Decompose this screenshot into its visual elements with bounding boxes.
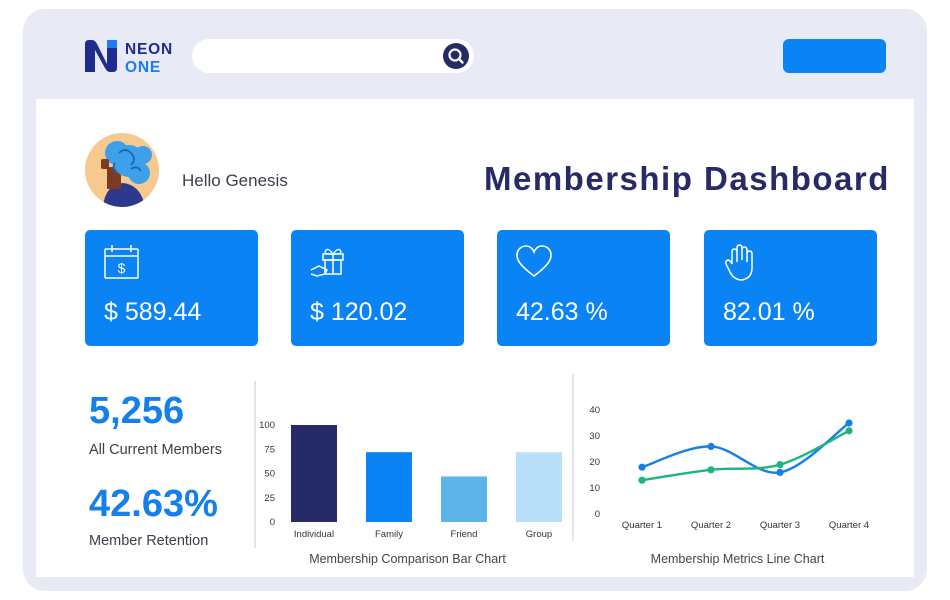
stat-value: $ 589.44	[104, 298, 202, 326]
logo-mark-icon	[85, 40, 117, 72]
retention-rate: 42.63%	[89, 483, 218, 525]
stat-card-revenue[interactable]: $ $ 589.44	[85, 230, 258, 346]
bar-family	[366, 452, 412, 522]
bar-y-tick-label: 25	[264, 493, 275, 504]
divider	[572, 374, 574, 541]
line-y-tick-label: 10	[589, 483, 600, 494]
members-label: All Current Members	[89, 442, 222, 458]
members-count: 5,256	[89, 390, 185, 432]
line-y-tick-label: 30	[589, 431, 600, 442]
calendar-dollar-icon: $	[104, 245, 139, 279]
bar-chart-title: Membership Comparison Bar Chart	[309, 552, 506, 566]
line-x-tick-label: Quarter 4	[829, 520, 869, 531]
avatar-illustration	[85, 133, 159, 207]
bar-x-tick-label: Friend	[451, 529, 478, 540]
bar-y-tick-label: 100	[259, 420, 275, 431]
line-chart: 0 10 20 30 40 Quarter 1 Quarter 2 Quarter 3 Quar…	[589, 405, 869, 531]
logo-wordmark: NEON ONE	[125, 41, 173, 77]
line-point-series-1	[776, 468, 784, 476]
search-bar[interactable]	[192, 39, 474, 73]
line-point-series-2	[776, 461, 784, 469]
divider	[254, 381, 256, 548]
bar-individual	[291, 425, 337, 522]
line-point-series-2	[707, 466, 715, 474]
heart-icon	[516, 245, 552, 278]
line-point-series-1	[707, 442, 715, 450]
search-button[interactable]	[443, 43, 469, 69]
line-x-tick-label: Quarter 1	[622, 520, 662, 531]
bar-y-tick-label: 50	[264, 469, 275, 480]
bar-group	[516, 452, 562, 522]
stat-value: 42.63 %	[516, 298, 608, 326]
stat-value: $ 120.02	[310, 298, 408, 326]
bar-y-tick-label: 75	[264, 444, 275, 455]
bar-x-tick-label: Family	[375, 529, 403, 540]
line-x-tick-label: Quarter 2	[691, 520, 731, 531]
line-y-tick-label: 40	[589, 405, 600, 416]
line-chart-title: Membership Metrics Line Chart	[650, 552, 825, 566]
line-series-1	[641, 422, 850, 474]
line-point-series-1	[845, 419, 853, 427]
svg-text:$: $	[118, 260, 126, 276]
bar-friend	[441, 476, 487, 522]
line-y-tick-label: 0	[595, 509, 600, 520]
page-title: Membership Dashboard	[484, 160, 890, 197]
retention-label: Member Retention	[89, 533, 209, 549]
line-x-tick-label: Quarter 3	[760, 520, 800, 531]
header-action-button[interactable]	[783, 39, 886, 73]
stat-card-volunteer[interactable]: 82.01 %	[704, 230, 877, 346]
hand-icon	[725, 244, 753, 281]
line-y-tick-label: 20	[589, 457, 600, 468]
gift-hand-icon	[310, 248, 344, 277]
user-greeting: Hello Genesis	[182, 171, 288, 190]
logo-line-1: NEON	[125, 41, 173, 58]
logo-line-2: ONE	[125, 59, 161, 76]
bar-chart: 0 25 50 75 100 Individual Family Friend Group	[259, 420, 562, 540]
line-point-series-1	[638, 463, 646, 471]
line-point-series-2	[845, 427, 853, 435]
stat-card-donations[interactable]: $ 120.02	[291, 230, 464, 346]
line-point-series-2	[638, 476, 646, 484]
neon-one-logo[interactable]: NEON ONE	[83, 38, 178, 78]
stat-card-engagement[interactable]: 42.63 %	[497, 230, 670, 346]
line-series-2	[641, 429, 850, 482]
bar-y-tick-label: 0	[270, 517, 275, 528]
stat-value: 82.01 %	[723, 298, 815, 326]
search-icon	[448, 48, 464, 64]
bar-x-tick-label: Individual	[294, 529, 334, 540]
bar-x-tick-label: Group	[526, 529, 552, 540]
avatar[interactable]	[85, 133, 159, 207]
